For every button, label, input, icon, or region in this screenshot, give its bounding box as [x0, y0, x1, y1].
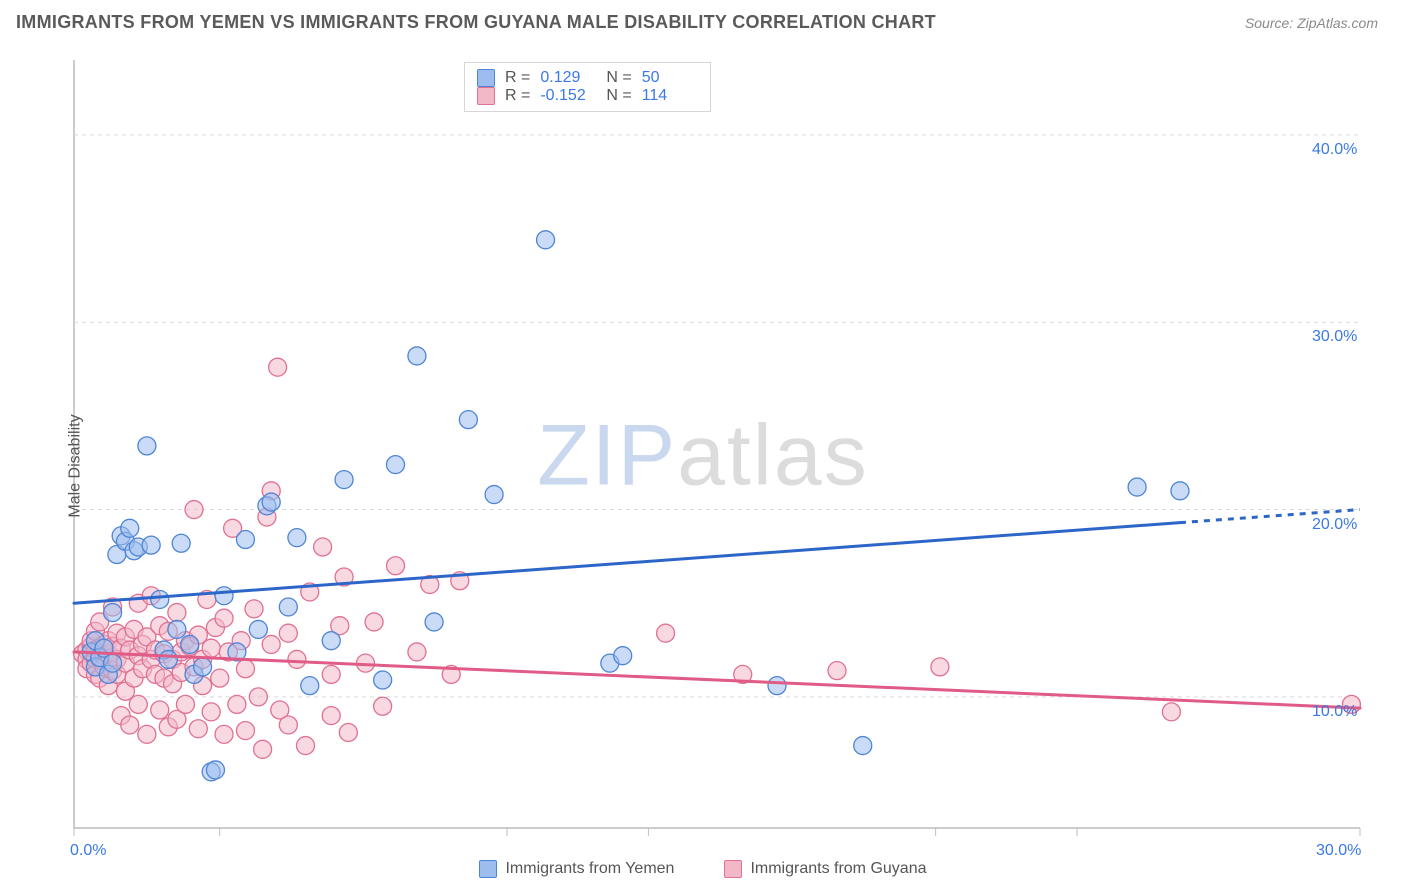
y-axis-label: Male Disability [67, 414, 85, 517]
stat-swatch [477, 87, 495, 105]
y-tick: 40.0% [1312, 141, 1357, 159]
legend-swatch [479, 860, 497, 878]
legend-item-yemen: Immigrants from Yemen [479, 860, 674, 878]
series-legend: Immigrants from Yemen Immigrants from Guy… [16, 860, 1390, 878]
stat-n-label: N = [606, 87, 631, 105]
stat-n-value: 114 [642, 87, 698, 105]
stat-r-value: 0.129 [540, 69, 596, 87]
y-tick: 20.0% [1312, 516, 1357, 534]
stat-n-value: 50 [642, 69, 698, 87]
x-tick: 0.0% [70, 842, 106, 860]
correlation-stats-box: R = 0.129 N = 50 R = -0.152 N = 114 [464, 62, 711, 112]
page-title: IMMIGRANTS FROM YEMEN VS IMMIGRANTS FROM… [16, 12, 936, 33]
stat-swatch [477, 69, 495, 87]
stat-row-guyana: R = -0.152 N = 114 [477, 87, 698, 105]
legend-swatch [724, 860, 742, 878]
stat-n-label: N = [606, 69, 631, 87]
legend-label: Immigrants from Guyana [750, 860, 926, 878]
stat-r-label: R = [505, 69, 530, 87]
y-tick: 10.0% [1312, 703, 1357, 721]
scatter-plot-svg [16, 48, 1390, 870]
legend-label: Immigrants from Yemen [505, 860, 674, 878]
y-tick: 30.0% [1312, 328, 1357, 346]
stat-r-value: -0.152 [540, 87, 596, 105]
x-tick: 30.0% [1316, 842, 1361, 860]
chart-area: Male Disability ZIPatlas R =0.129N =50R … [16, 48, 1390, 884]
stat-row-yemen: R = 0.129 N = 50 [477, 69, 698, 87]
stat-r-label: R = [505, 87, 530, 105]
legend-item-guyana: Immigrants from Guyana [724, 860, 926, 878]
source-attr: Source: ZipAtlas.com [1245, 15, 1378, 31]
